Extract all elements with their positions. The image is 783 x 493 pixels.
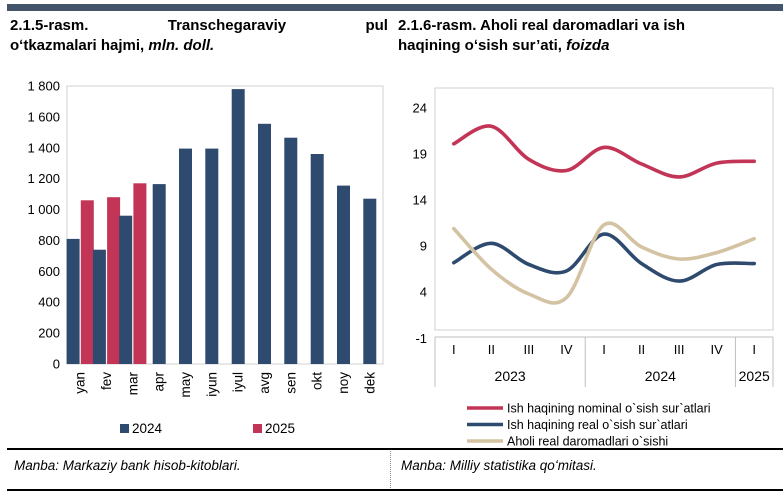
line-y-tick-label: 24 [413, 100, 427, 115]
bar-x-label-fev: fev [99, 372, 114, 390]
bar-x-label-sen: sen [283, 372, 298, 394]
source-row-bottom-border [7, 489, 783, 491]
quarter-label: I [602, 342, 606, 357]
line-y-tick-label: 14 [413, 193, 427, 208]
bar-2024-may [179, 148, 192, 364]
source-row-top-border [7, 448, 783, 450]
legend-label-2024: 2024 [132, 421, 163, 436]
right-source-note: Manba: Milliy statistika qoʻmitasi. [401, 458, 597, 473]
line-legend-label-1: Ish haqining real o`sish sur`atlari [507, 418, 688, 432]
left-source-note: Manba: Markaziy bank hisob-kitoblari. [14, 458, 241, 473]
bar-y-tick-label: 1 400 [27, 140, 60, 155]
legend-swatch-2025 [253, 424, 262, 433]
bar-2024-dek [363, 198, 377, 364]
legend-label-2025: 2025 [265, 421, 295, 436]
quarter-label: II [638, 342, 645, 357]
bar-2024-okt [310, 154, 324, 364]
year-label-2025: 2025 [739, 368, 770, 384]
bar-x-label-iyul: iyul [231, 372, 246, 392]
right-chart-title-line1: 2.1.6-rasm. Aholi real daromadlari va is… [398, 17, 686, 34]
bar-y-tick-label: 0 [53, 357, 60, 372]
bar-chart: 0 200 400 600 800 1 000 1 200 1 400 1 600 1 800 ya… [27, 79, 384, 436]
line-plot-border [434, 87, 774, 331]
bar-x-label-noy: noy [336, 372, 351, 394]
bar-y-tick-label: 600 [38, 264, 60, 279]
bar-x-label-avg: avg [257, 372, 272, 394]
quarter-label: IV [560, 342, 573, 357]
bar-y-tick-label: 1 200 [27, 171, 60, 186]
left-title-word2: pul [365, 17, 388, 34]
bar-y-tick-label: 1 000 [27, 202, 60, 217]
line-legend-label-0: Ish haqining nominal o`sish sur`atlari [507, 402, 711, 416]
bar-x-label-may: may [178, 372, 193, 398]
bar-x-label-apr: apr [152, 371, 167, 391]
year-label-2024: 2024 [645, 368, 676, 384]
bar-x-label-mar: mar [125, 371, 140, 395]
right-title-units: foizda [566, 37, 610, 54]
bar-2024-avg [258, 123, 271, 364]
quarter-label: I [452, 342, 456, 357]
bar-2024-apr [152, 184, 166, 364]
right-chart-title-line2: haqining oʻsish sur’ati, foizda [398, 36, 778, 56]
bar-x-label-yan: yan [73, 372, 88, 394]
bar-x-label-iyun: iyun [204, 372, 219, 397]
left-title-units: mln. doll. [148, 37, 215, 54]
line-y-tick-label: 9 [420, 239, 427, 254]
bar-2024-yan [66, 238, 80, 364]
line-y-tick-label: -1 [415, 331, 427, 346]
left-chart-title-line2: oʻtkazmalari hajmi, mln. doll. [10, 36, 388, 56]
bar-2024-sen [284, 137, 298, 364]
bar-2024-noy [337, 185, 350, 364]
quarter-label: III [523, 342, 534, 357]
right-title-bold: haqining oʻsish sur’ati, [398, 37, 562, 54]
bar-x-label-dek: dek [362, 372, 377, 394]
bar-2024-mar [119, 215, 133, 364]
quarter-label: III [674, 342, 685, 357]
top-accent-bar [7, 4, 783, 11]
bar-y-tick-label: 800 [38, 233, 60, 248]
source-row-divider [390, 451, 391, 488]
bar-plot-border [66, 85, 384, 365]
quarter-label: II [488, 342, 495, 357]
quarter-label: I [752, 342, 756, 357]
legend-swatch-2024 [120, 424, 129, 433]
left-title-word1: Transchegaraviy [167, 17, 287, 34]
bar-2024-fev [92, 249, 106, 364]
left-chart-title-line1: 2.1.5-rasm. Transchegaraviy pul [10, 16, 388, 36]
left-title-number: 2.1.5-rasm. [10, 17, 89, 34]
bar-2024-iyul [231, 89, 245, 364]
bar-2025-mar [133, 183, 147, 364]
bar-x-label-okt: okt [310, 372, 325, 390]
series-line-1 [452, 232, 756, 283]
left-title-bold: oʻtkazmalari hajmi, [10, 37, 145, 54]
bar-y-tick-label: 200 [38, 326, 60, 341]
bar-2025-fev [107, 197, 121, 364]
bar-y-tick-label: 400 [38, 295, 60, 310]
year-label-2023: 2023 [495, 368, 526, 384]
series-line-2 [452, 221, 756, 305]
right-chart-title: 2.1.6-rasm. Aholi real daromadlari va is… [398, 16, 778, 56]
bar-y-tick-label: 1 800 [27, 79, 60, 94]
bar-y-tick-label: 1 600 [27, 109, 60, 124]
line-y-tick-label: 19 [413, 146, 427, 161]
bar-2025-yan [80, 200, 94, 364]
line-y-tick-label: 4 [420, 285, 427, 300]
line-legend-label-2: Aholi real daromadlari o`sishi [507, 435, 668, 447]
bar-2024-iyun [205, 148, 219, 364]
series-line-0 [452, 124, 756, 179]
quarter-label: IV [711, 342, 724, 357]
left-chart-title: 2.1.5-rasm. Transchegaraviy pul oʻtkazma… [10, 16, 388, 56]
